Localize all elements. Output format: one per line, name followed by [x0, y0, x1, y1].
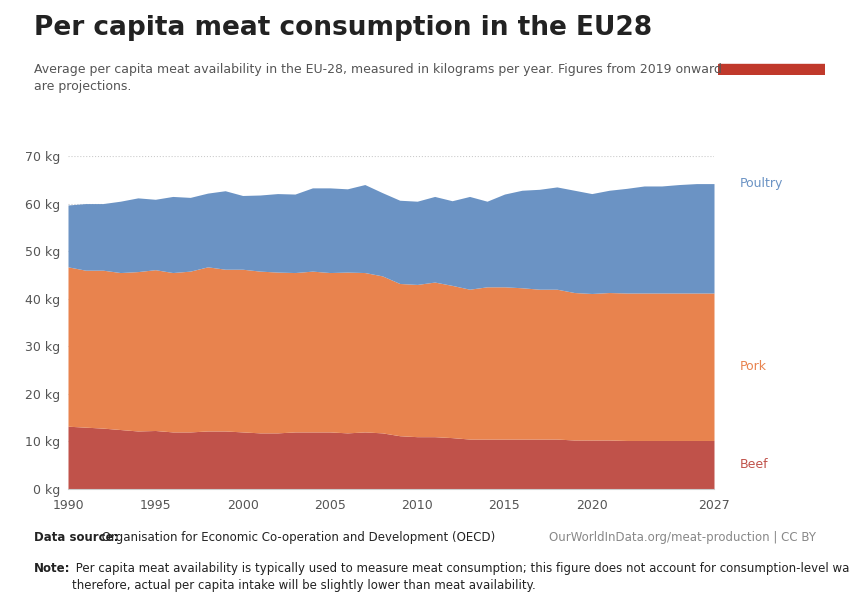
- Text: Data source:: Data source:: [34, 531, 118, 544]
- Text: Per capita meat availability is typically used to measure meat consumption; this: Per capita meat availability is typicall…: [72, 562, 850, 592]
- Text: Pork: Pork: [740, 360, 768, 373]
- Text: Per capita meat consumption in the EU28: Per capita meat consumption in the EU28: [34, 15, 652, 41]
- Text: Organisation for Economic Co-operation and Development (OECD): Organisation for Economic Co-operation a…: [98, 531, 495, 544]
- Text: Our World: Our World: [738, 25, 805, 38]
- Text: in Data: in Data: [747, 43, 796, 56]
- Text: Average per capita meat availability in the EU-28, measured in kilograms per yea: Average per capita meat availability in …: [34, 63, 722, 93]
- FancyBboxPatch shape: [718, 64, 824, 75]
- Text: OurWorldInData.org/meat-production | CC BY: OurWorldInData.org/meat-production | CC …: [549, 531, 816, 544]
- Text: Note:: Note:: [34, 562, 71, 575]
- Text: Beef: Beef: [740, 458, 768, 471]
- Text: Poultry: Poultry: [740, 177, 784, 190]
